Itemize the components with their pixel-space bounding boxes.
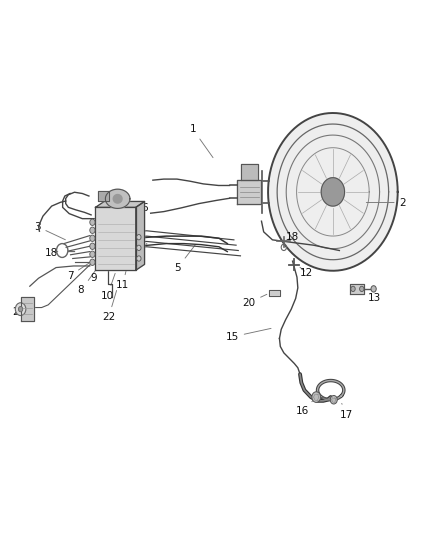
Text: 19: 19 bbox=[127, 254, 140, 271]
Polygon shape bbox=[95, 201, 145, 207]
Text: 21: 21 bbox=[12, 307, 30, 317]
Circle shape bbox=[137, 235, 141, 240]
Text: 8: 8 bbox=[78, 271, 95, 295]
Text: 7: 7 bbox=[67, 263, 90, 280]
Text: 18: 18 bbox=[45, 248, 58, 258]
Text: 20: 20 bbox=[242, 294, 267, 308]
Circle shape bbox=[312, 392, 321, 402]
Polygon shape bbox=[136, 201, 145, 270]
Polygon shape bbox=[113, 195, 122, 203]
Text: 5: 5 bbox=[174, 245, 195, 273]
Text: 3: 3 bbox=[34, 222, 65, 240]
Polygon shape bbox=[21, 297, 34, 321]
Circle shape bbox=[360, 286, 364, 292]
Text: 2: 2 bbox=[366, 198, 406, 207]
Circle shape bbox=[330, 395, 337, 404]
Polygon shape bbox=[268, 114, 397, 270]
Circle shape bbox=[351, 286, 355, 292]
Polygon shape bbox=[321, 177, 345, 206]
Polygon shape bbox=[350, 284, 364, 294]
Text: 22: 22 bbox=[102, 290, 117, 322]
Circle shape bbox=[371, 286, 376, 292]
Circle shape bbox=[90, 227, 95, 233]
Polygon shape bbox=[106, 189, 130, 208]
Circle shape bbox=[137, 245, 141, 251]
Circle shape bbox=[90, 251, 95, 257]
Text: 1: 1 bbox=[189, 124, 213, 158]
Text: 12: 12 bbox=[300, 267, 313, 278]
Text: 9: 9 bbox=[91, 264, 102, 283]
Circle shape bbox=[90, 235, 95, 241]
Polygon shape bbox=[95, 207, 136, 270]
Text: 11: 11 bbox=[116, 264, 129, 290]
Polygon shape bbox=[237, 180, 261, 204]
Circle shape bbox=[137, 256, 141, 261]
Circle shape bbox=[90, 219, 95, 225]
Text: 6: 6 bbox=[141, 203, 148, 219]
Text: 16: 16 bbox=[296, 400, 314, 416]
Text: 15: 15 bbox=[226, 328, 271, 342]
Polygon shape bbox=[241, 164, 258, 180]
Text: 18: 18 bbox=[286, 232, 299, 242]
Text: 17: 17 bbox=[339, 403, 353, 419]
Circle shape bbox=[15, 303, 26, 316]
Text: 13: 13 bbox=[363, 293, 381, 303]
Text: 10: 10 bbox=[101, 273, 115, 301]
Circle shape bbox=[90, 243, 95, 249]
Text: 4: 4 bbox=[134, 244, 147, 257]
Circle shape bbox=[18, 306, 23, 312]
Polygon shape bbox=[98, 191, 109, 201]
Polygon shape bbox=[269, 290, 280, 296]
Circle shape bbox=[90, 259, 95, 265]
